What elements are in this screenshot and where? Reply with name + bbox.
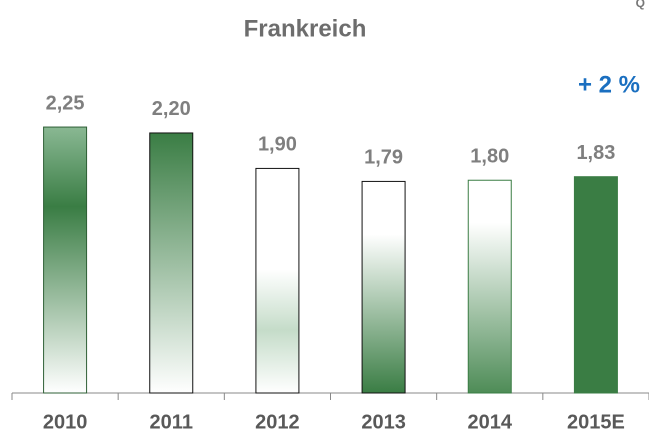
bar (43, 126, 88, 394)
bar (255, 167, 300, 394)
value-label: 1,90 (258, 134, 297, 156)
value-label: 1,79 (364, 147, 403, 169)
x-tick-label: 2013 (361, 411, 406, 433)
bar (361, 180, 406, 394)
x-tick-label: 2010 (43, 411, 88, 433)
x-tick-label: 2014 (468, 411, 513, 433)
value-label: 2,25 (46, 92, 85, 114)
corner-text: Q (636, 0, 645, 10)
annotation: + 2 % (578, 71, 640, 98)
value-label: 1,83 (576, 142, 615, 164)
x-tick-label: 2012 (255, 411, 300, 433)
value-label: 1,80 (470, 146, 509, 168)
chart-title: Frankreich (244, 15, 367, 42)
value-label: 2,20 (152, 98, 191, 120)
bar (573, 176, 618, 394)
x-tick-label: 2015E (567, 411, 625, 433)
bar (149, 132, 194, 394)
x-tick-label: 2011 (150, 411, 193, 433)
bar (467, 179, 512, 394)
